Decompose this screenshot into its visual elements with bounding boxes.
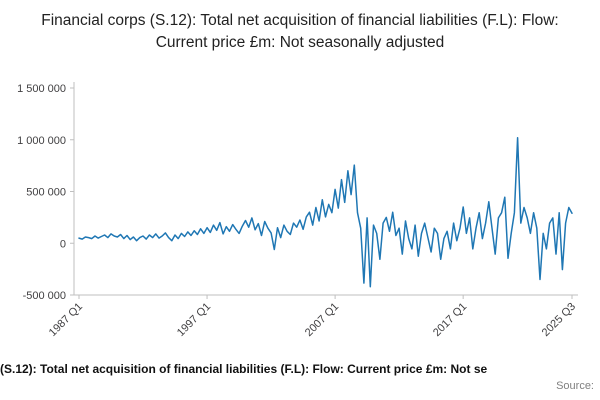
x-tick-label: 2017 Q1 <box>431 301 469 339</box>
x-tick-label: 1997 Q1 <box>175 301 213 339</box>
y-tick-label: 1 500 000 <box>17 83 66 95</box>
y-tick-label: -500 000 <box>23 290 66 302</box>
footer-caption: (S.12): Total net acquisition of financi… <box>0 362 488 376</box>
data-series-line[interactable] <box>78 136 573 288</box>
x-tick-label: 2007 Q1 <box>303 301 341 339</box>
y-tick-label: 500 000 <box>26 187 66 199</box>
chart-title: Financial corps (S.12): Total net acquis… <box>41 12 559 51</box>
y-tick-label: 0 <box>60 238 66 250</box>
x-tick-label: 2025 Q3 <box>540 301 578 339</box>
x-tick-label: 1987 Q1 <box>47 301 85 339</box>
y-tick-label: 1 000 000 <box>17 135 66 147</box>
source-label: Source: <box>556 380 594 392</box>
